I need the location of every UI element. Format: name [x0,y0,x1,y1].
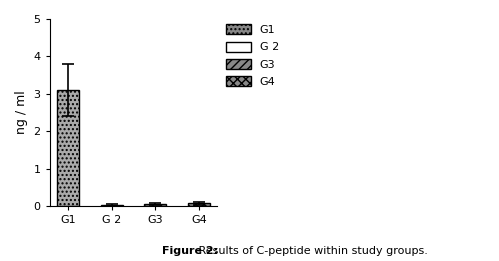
Y-axis label: ng / ml: ng / ml [15,91,28,134]
Bar [188,204,210,206]
Text: Results of C-peptide within study groups.: Results of C-peptide within study groups… [195,246,428,256]
Bar [101,205,123,206]
Legend: G1, G 2, G3, G4: G1, G 2, G3, G4 [223,21,282,91]
Text: Figure 2:: Figure 2: [162,246,218,256]
Bar [144,204,166,206]
Bar [57,90,79,206]
